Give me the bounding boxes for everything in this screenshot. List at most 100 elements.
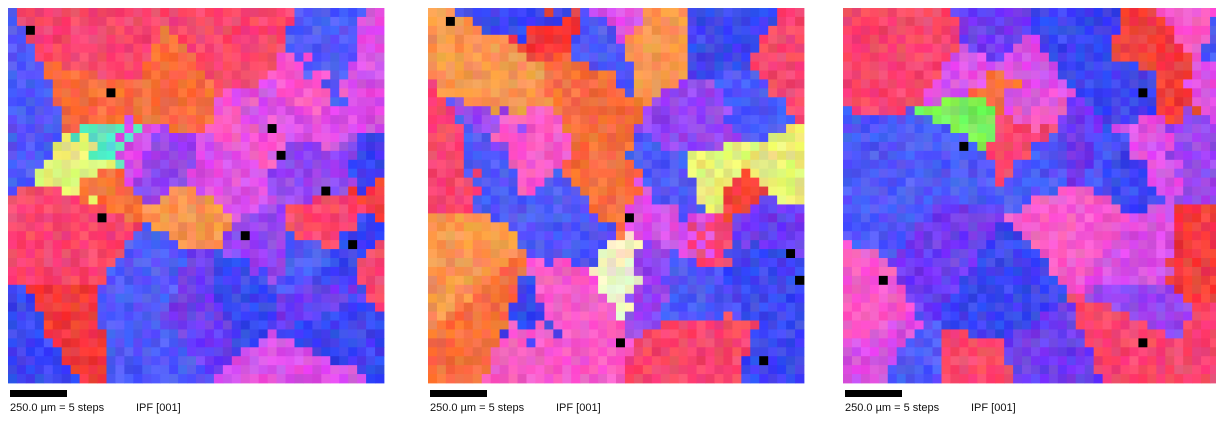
map-pixel — [1031, 177, 1041, 187]
map-pixel — [25, 25, 36, 36]
map-pixel — [366, 204, 376, 214]
map-pixel — [267, 204, 277, 214]
map-pixel — [1022, 222, 1032, 232]
map-pixel — [878, 347, 889, 357]
map-pixel — [651, 133, 662, 143]
map-pixel — [375, 338, 385, 348]
map-pixel — [696, 43, 706, 54]
map-pixel — [178, 168, 188, 179]
map-pixel — [950, 204, 960, 214]
map-pixel — [843, 365, 853, 375]
map-pixel — [312, 320, 322, 330]
map-pixel — [303, 159, 313, 170]
map-pixel — [1111, 338, 1121, 348]
map-pixel — [544, 8, 554, 18]
map-pixel — [624, 266, 635, 277]
map-pixel — [759, 168, 769, 179]
map-pixel — [348, 311, 358, 321]
map-pixel — [941, 275, 951, 286]
map-pixel — [1013, 186, 1023, 196]
map-pixel — [959, 43, 969, 54]
map-pixel — [16, 240, 27, 250]
map-pixel — [678, 329, 689, 339]
map-pixel — [723, 115, 733, 125]
map-pixel — [1120, 365, 1130, 375]
map-pixel — [696, 374, 706, 384]
map-pixel — [633, 141, 644, 152]
map-pixel — [705, 320, 715, 330]
map-pixel — [357, 8, 367, 18]
map-pixel — [1048, 275, 1059, 286]
map-pixel — [508, 347, 518, 357]
map-pixel — [723, 258, 733, 268]
map-pixel — [732, 186, 742, 196]
map-pixel — [616, 52, 626, 62]
map-pixel — [490, 338, 501, 348]
map-pixel — [267, 25, 277, 36]
map-pixel — [499, 266, 509, 277]
map-pixel — [133, 61, 143, 71]
map-pixel — [624, 347, 635, 357]
map-pixel — [526, 240, 536, 250]
map-pixel — [598, 79, 608, 89]
map-pixel — [741, 106, 751, 116]
map-pixel — [106, 231, 116, 241]
map-pixel — [142, 106, 152, 116]
map-pixel — [598, 16, 608, 27]
map-pixel — [705, 284, 715, 295]
map-pixel — [651, 338, 662, 348]
map-pixel — [339, 43, 349, 54]
map-pixel — [580, 266, 590, 277]
map-pixel — [1057, 8, 1068, 18]
map-pixel — [8, 365, 18, 375]
map-pixel — [142, 52, 152, 62]
map-pixel — [571, 70, 581, 80]
map-pixel — [950, 177, 960, 187]
map-pixel — [1111, 302, 1121, 312]
map-pixel — [633, 258, 644, 268]
map-pixel — [1039, 97, 1050, 107]
map-pixel — [34, 284, 45, 295]
map-pixel — [454, 258, 465, 268]
map-pixel — [8, 16, 18, 27]
map-pixel — [463, 258, 474, 268]
map-pixel — [642, 284, 653, 295]
map-pixel — [696, 141, 706, 152]
map-pixel — [642, 52, 653, 62]
map-pixel — [1048, 258, 1059, 268]
map-pixel — [1013, 79, 1023, 89]
map-pixel — [151, 97, 161, 107]
map-pixel — [124, 43, 134, 54]
map-pixel — [562, 88, 572, 98]
map-pixel — [714, 124, 724, 134]
map-pixel — [941, 79, 951, 89]
map-pixel — [445, 204, 456, 214]
map-pixel — [312, 88, 322, 98]
map-pixel — [714, 141, 724, 152]
map-pixel — [366, 284, 376, 295]
map-pixel — [869, 329, 880, 339]
map-pixel — [204, 115, 215, 125]
map-pixel — [8, 347, 18, 357]
map-pixel — [1039, 222, 1050, 232]
map-pixel — [303, 258, 313, 268]
map-pixel — [786, 284, 796, 295]
map-pixel — [52, 338, 63, 348]
map-pixel — [1084, 61, 1095, 71]
map-pixel — [660, 115, 671, 125]
map-pixel — [1102, 106, 1112, 116]
map-pixel — [52, 124, 63, 134]
map-pixel — [1102, 168, 1112, 179]
map-pixel — [348, 25, 358, 36]
map-pixel — [375, 302, 385, 312]
map-pixel — [499, 70, 509, 80]
map-pixel — [517, 320, 527, 330]
map-pixel — [896, 177, 907, 187]
map-pixel — [950, 186, 960, 196]
map-pixel — [454, 34, 465, 45]
map-pixel — [741, 213, 751, 223]
map-pixel — [750, 52, 760, 62]
map-pixel — [472, 34, 483, 45]
map-pixel — [950, 195, 960, 205]
map-pixel — [70, 266, 81, 277]
